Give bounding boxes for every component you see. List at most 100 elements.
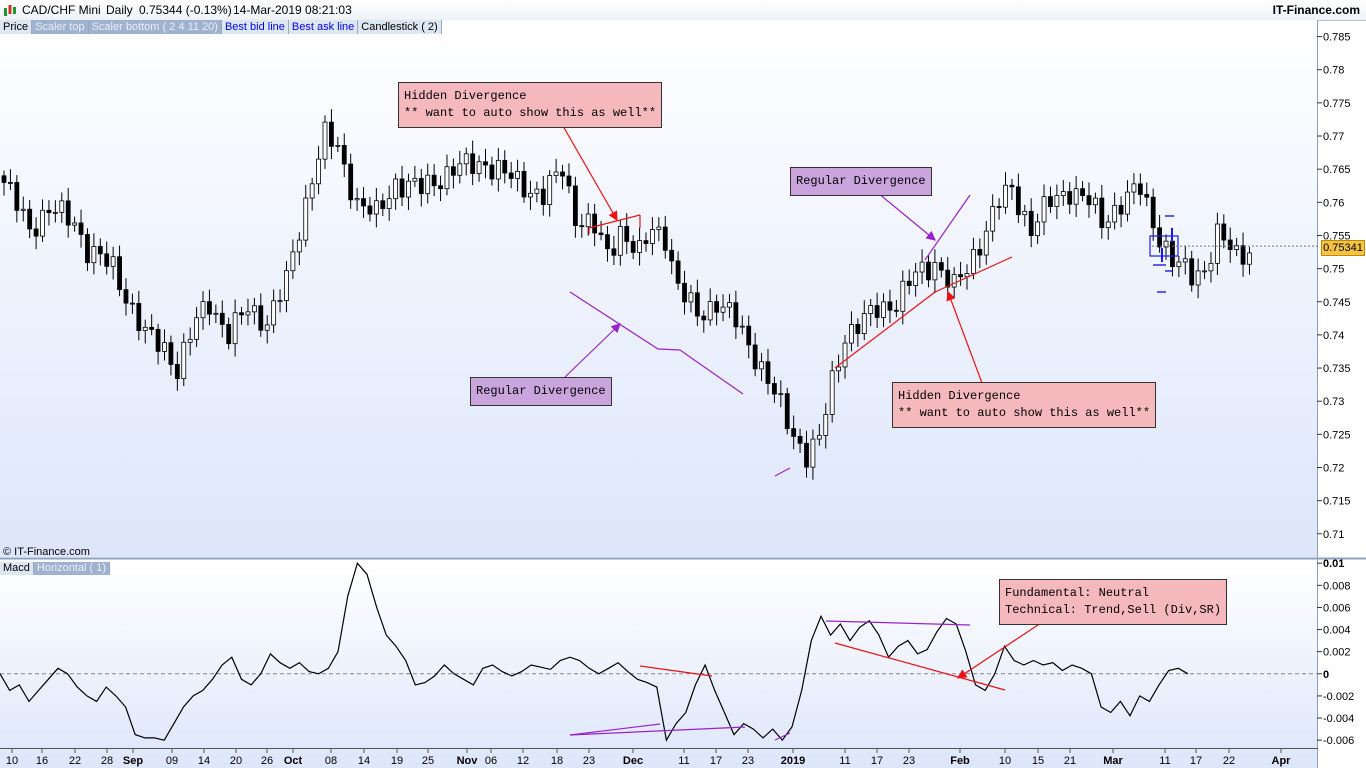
candle-body [797, 435, 803, 444]
x-tick-label: 15 [1032, 755, 1044, 767]
price-tick-label: 0.74 [1323, 330, 1344, 342]
candle-body [900, 280, 906, 312]
arrow [946, 290, 983, 384]
candle-body [1125, 191, 1130, 215]
macd-tick-label: -0.004 [1323, 713, 1354, 725]
candle-body [425, 174, 431, 195]
candle-body [1105, 221, 1111, 229]
hidden-div-line-price [834, 291, 936, 369]
candle-body [194, 317, 200, 340]
candle-body [977, 248, 983, 256]
legend-scaler-top[interactable]: Scaler top [32, 20, 89, 34]
indicator-legend: Price Scaler top Scaler bottom ( 2 4 11 … [0, 20, 442, 34]
candles [1, 109, 1252, 480]
candle-body [232, 312, 238, 345]
candle-body [399, 178, 405, 198]
legend-best-ask[interactable]: Best ask line [288, 20, 359, 34]
arrow [562, 125, 618, 222]
candle-body [971, 248, 976, 274]
candle-body [1003, 184, 1008, 208]
candle-body [810, 438, 816, 468]
x-tick-label: Oct [284, 755, 303, 767]
candle-body [739, 325, 745, 328]
macd-tick-label: 0.008 [1323, 580, 1351, 592]
macd-tick-label: 0.002 [1323, 647, 1351, 659]
legend-horizontal[interactable]: Horizontal ( 1) [33, 562, 110, 575]
candle-body [1118, 204, 1124, 215]
candle-body [605, 234, 610, 250]
candle-body [470, 153, 476, 174]
candle-body [983, 230, 989, 256]
x-tick-label: 08 [325, 755, 337, 767]
candle-body [495, 159, 501, 180]
candle-body [1, 175, 7, 183]
x-tick-label: 10 [999, 755, 1011, 767]
candle-body [290, 251, 296, 272]
macd-tick-label: 0.01 [1323, 558, 1344, 570]
price-tick-label: 0.765 [1323, 164, 1351, 176]
candle-body [650, 229, 655, 244]
candle-body [149, 326, 155, 330]
candle-body [239, 312, 244, 316]
candle-body [560, 171, 565, 177]
candle-body [450, 166, 456, 176]
candle-body [14, 182, 20, 211]
price-tick-label: 0.72 [1323, 463, 1344, 475]
candle-body [996, 206, 1002, 208]
x-tick-label: 19 [391, 755, 403, 767]
candle-body [168, 342, 174, 365]
candle-body [393, 178, 399, 200]
candle-body [746, 325, 752, 346]
x-tick-label: 23 [583, 755, 595, 767]
divergence-lines [562, 125, 1318, 477]
legend-scaler-bottom[interactable]: Scaler bottom ( 2 4 11 20) [88, 20, 222, 34]
candle-body [258, 305, 264, 331]
candle-body [624, 226, 630, 242]
arrow [877, 192, 936, 241]
datetime-label: 14-Mar-2019 08:21:03 [233, 3, 352, 17]
candle-body [1208, 262, 1214, 272]
candle-body [688, 292, 694, 303]
candle-body [123, 289, 129, 304]
candle-body [1189, 258, 1195, 286]
price-tick-label: 0.775 [1323, 98, 1351, 110]
candle-body [8, 182, 13, 184]
candle-body [162, 342, 167, 352]
macd-tick-label: -0.006 [1323, 735, 1354, 747]
candle-body [617, 226, 623, 256]
legend-candlestick[interactable]: Candlestick ( 2) [358, 20, 442, 34]
candle-body [373, 200, 379, 215]
legend-best-bid[interactable]: Best bid line [221, 20, 289, 34]
x-tick-label: 17 [1190, 755, 1202, 767]
candle-body [97, 246, 103, 255]
candle-body [707, 301, 713, 321]
x-tick-label: 11 [678, 755, 689, 767]
x-tick-label: 2019 [781, 755, 805, 767]
legend-price[interactable]: Price [0, 20, 33, 34]
x-tick-label: 16 [36, 755, 48, 767]
candle-body [553, 171, 559, 176]
candle-body [303, 197, 309, 241]
x-tick-label: 17 [871, 755, 883, 767]
candle-body [842, 342, 848, 368]
x-tick-label: 21 [1064, 755, 1076, 767]
candle-body [508, 172, 514, 179]
candle-body [887, 301, 893, 311]
chart-canvas[interactable]: 0.785 0.78 0.775 0.77 0.765 0.76 0.755 0.75 0.74… [0, 20, 1366, 768]
x-tick-label: 09 [166, 755, 178, 767]
candle-body [964, 273, 970, 278]
macd-divergence-line [569, 726, 746, 736]
macd-axis: 0.01 0.008 0.006 0.004 0.002 0 -0.002 -0.004 -0.… [0, 558, 1354, 747]
regular-div-line-price [924, 194, 971, 261]
candle-body [836, 366, 841, 372]
candle-body [772, 383, 777, 395]
legend-macd[interactable]: Macd [0, 562, 34, 575]
regular-divergence-note-top: Regular Divergence [790, 167, 932, 196]
candle-body [483, 161, 488, 166]
macd-divergence-line [834, 642, 1006, 691]
candle-body [296, 239, 302, 253]
candle-body [874, 305, 880, 318]
copyright: © IT-Finance.com [3, 546, 90, 558]
candle-body [457, 163, 463, 176]
candle-body [656, 226, 662, 230]
